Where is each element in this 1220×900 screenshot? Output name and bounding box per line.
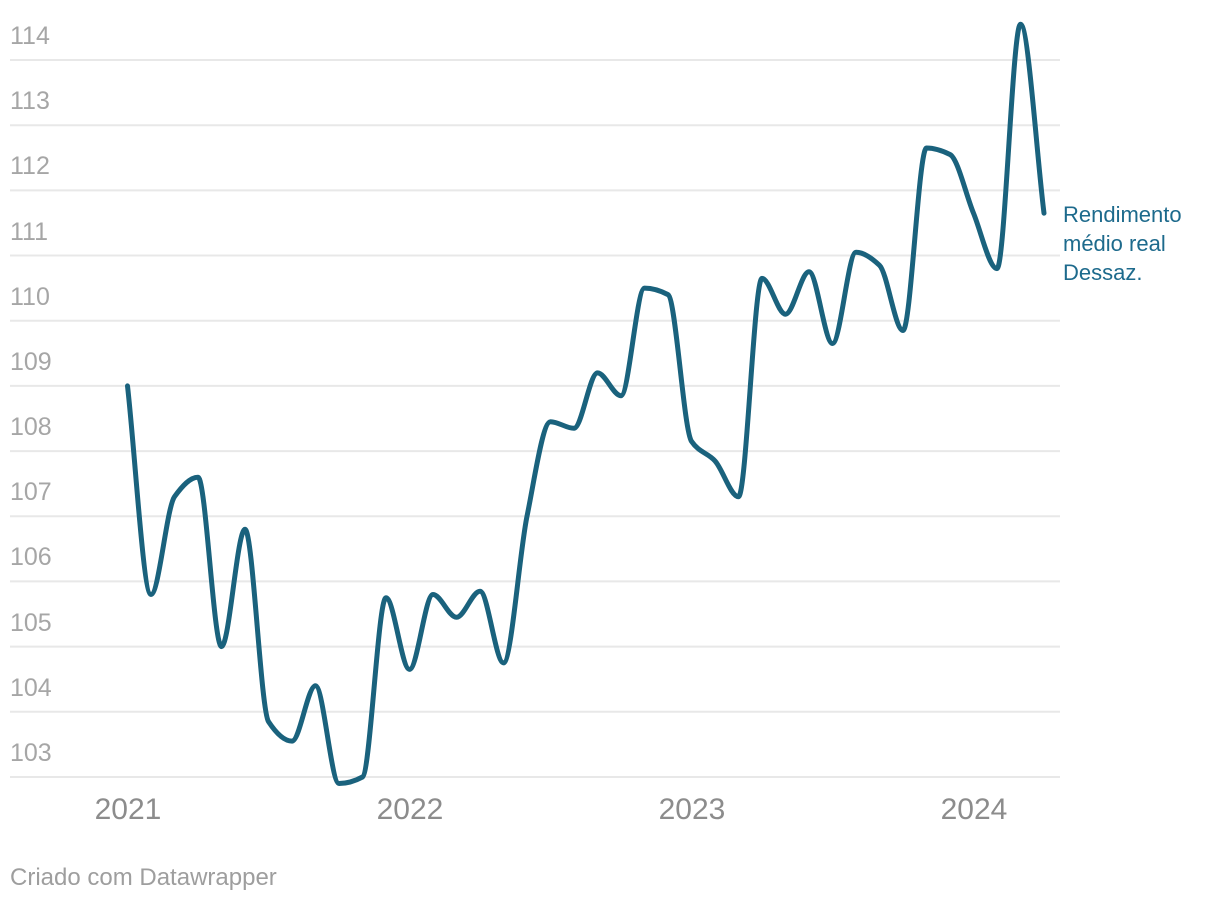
series-line[interactable] bbox=[125, 21, 1047, 786]
x-axis-tick-label: 2023 bbox=[658, 793, 726, 826]
y-axis-tick-label: 103 bbox=[10, 739, 52, 767]
y-axis-tick-label: 112 bbox=[10, 152, 50, 180]
x-axis-tick-label: 2022 bbox=[376, 793, 444, 826]
y-axis-tick-label: 113 bbox=[10, 87, 50, 115]
attribution-text[interactable]: Criado com Datawrapper bbox=[10, 864, 277, 891]
x-axis-tick-label: 2024 bbox=[940, 793, 1008, 826]
y-axis-tick-label: 108 bbox=[10, 413, 52, 441]
y-axis-tick-label: 104 bbox=[10, 674, 52, 702]
x-axis-tick-label: 2021 bbox=[94, 793, 162, 826]
y-axis-tick-label: 110 bbox=[10, 283, 50, 311]
series-label: Rendimento médio real Dessaz. bbox=[1063, 200, 1182, 287]
gridlines-group bbox=[10, 59, 1060, 778]
series-label-line-3: Dessaz. bbox=[1063, 260, 1143, 285]
y-axis-tick-label: 107 bbox=[10, 478, 52, 506]
y-axis-tick-label: 106 bbox=[10, 543, 52, 571]
y-axis-tick-label: 105 bbox=[10, 609, 52, 637]
y-axis-tick-label: 109 bbox=[10, 348, 52, 376]
series-label-line-1: Rendimento bbox=[1063, 202, 1182, 227]
y-axis-tick-label: 111 bbox=[10, 218, 49, 246]
series-label-line-2: médio real bbox=[1063, 231, 1166, 256]
y-axis-tick-label: 114 bbox=[10, 22, 50, 50]
